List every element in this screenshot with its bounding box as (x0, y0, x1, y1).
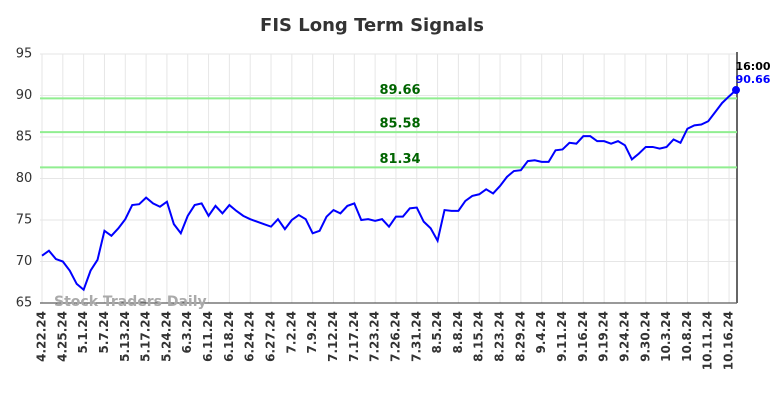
x-tick-label: 4.22.24 (35, 311, 49, 362)
watermark: Stock Traders Daily (54, 294, 207, 310)
x-tick-label: 5.17.24 (139, 311, 153, 362)
last-value: 90.66 (736, 73, 771, 86)
x-tick-label: 4.25.24 (55, 311, 69, 362)
x-tick-label: 9.16.24 (576, 311, 590, 362)
x-tick-label: 9.4.24 (534, 311, 548, 354)
y-tick-label: 70 (16, 254, 33, 269)
x-tick-label: 10.8.24 (680, 311, 694, 362)
x-tick-label: 6.18.24 (222, 311, 236, 362)
y-tick-label: 90 (16, 88, 33, 103)
signal-label: 85.58 (379, 117, 420, 132)
x-tick-label: 5.13.24 (118, 311, 132, 362)
x-tick-label: 7.9.24 (305, 311, 319, 354)
x-tick-label: 9.24.24 (617, 311, 631, 362)
x-tick-label: 5.24.24 (159, 311, 173, 362)
x-tick-label: 10.16.24 (722, 311, 736, 370)
last-point (732, 86, 740, 95)
x-tick-label: 5.7.24 (97, 311, 111, 354)
x-tick-label: 7.23.24 (368, 311, 382, 362)
x-tick-label: 7.17.24 (347, 311, 361, 362)
signal-label: 81.34 (379, 152, 420, 167)
x-tick-label: 7.12.24 (326, 311, 340, 362)
x-tick-label: 8.8.24 (451, 311, 465, 354)
y-tick-label: 85 (16, 130, 33, 145)
price-line (41, 89, 737, 292)
x-tick-label: 8.15.24 (472, 311, 486, 362)
x-tick-label: 10.11.24 (701, 311, 715, 370)
x-tick-label: 6.24.24 (243, 311, 257, 362)
y-tick-label: 65 (16, 296, 33, 311)
y-tick-label: 75 (16, 213, 33, 228)
x-tick-label: 6.11.24 (201, 311, 215, 362)
chart-title: FIS Long Term Signals (260, 15, 484, 36)
x-tick-label: 10.3.24 (659, 311, 673, 362)
x-tick-label: 7.31.24 (409, 311, 423, 362)
x-tick-label: 8.23.24 (493, 311, 507, 362)
signal-label: 89.66 (379, 83, 420, 98)
x-tick-label: 9.19.24 (597, 311, 611, 362)
x-tick-label: 9.30.24 (638, 311, 652, 362)
x-tick-label: 8.5.24 (430, 311, 444, 354)
x-tick-label: 6.27.24 (264, 311, 278, 362)
x-tick-label: 5.1.24 (76, 311, 90, 354)
y-tick-label: 95 (16, 47, 33, 62)
x-tick-label: 7.26.24 (388, 311, 402, 362)
x-tick-label: 8.29.24 (513, 311, 527, 362)
y-tick-label: 80 (16, 171, 33, 186)
last-time: 16:00 (735, 60, 770, 73)
x-tick-label: 9.11.24 (555, 311, 569, 362)
x-tick-label: 6.3.24 (180, 311, 194, 354)
x-tick-label: 7.2.24 (284, 311, 298, 354)
